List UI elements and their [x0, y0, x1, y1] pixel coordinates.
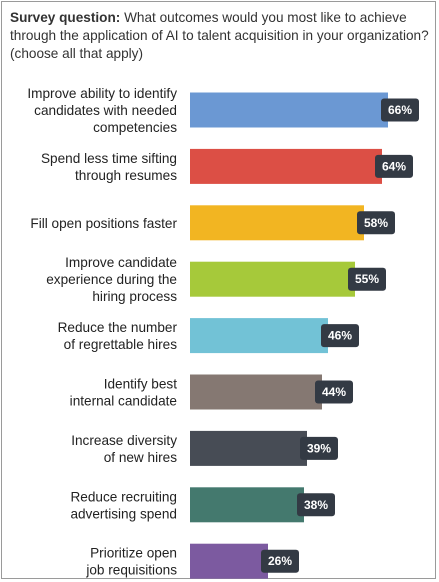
survey-question: Survey question: What outcomes would you… — [10, 9, 434, 63]
survey-question-text: What outcomes would you most like to ach… — [10, 10, 429, 61]
category-label-4: Improve candidate experience during the hi… — [46, 255, 177, 304]
survey-question-lead: Survey question: — [10, 10, 121, 25]
category-label-9: Prioritize open job requisitions — [85, 546, 177, 578]
bar-3 — [190, 205, 364, 241]
bar-9 — [190, 543, 268, 579]
bar-2 — [190, 148, 382, 184]
bar-7 — [190, 430, 307, 466]
category-label-7: Increase diversity of new hires — [71, 433, 177, 465]
value-label-3: 58% — [364, 216, 388, 230]
value-label-1: 66% — [388, 103, 412, 117]
value-label-2: 64% — [382, 159, 406, 173]
bar-5 — [190, 318, 328, 354]
bar-1 — [190, 92, 388, 128]
value-label-4: 55% — [355, 272, 379, 286]
category-label-5: Reduce the number of regrettable hires — [58, 320, 178, 352]
value-badge-9 — [261, 549, 299, 573]
category-label-8: Reduce recruiting advertising spend — [70, 489, 177, 521]
category-label-2: Spend less time sifting through resumes — [41, 151, 177, 183]
value-badge-3 — [357, 211, 395, 235]
category-label-6: Identify best internal candidate — [70, 377, 178, 409]
value-label-9: 26% — [268, 554, 292, 568]
value-label-5: 46% — [328, 329, 352, 343]
bar-4 — [190, 261, 355, 297]
value-badge-6 — [315, 380, 353, 404]
value-badge-5 — [321, 324, 359, 348]
value-badge-2 — [375, 154, 413, 178]
value-badge-4 — [348, 267, 386, 291]
value-badge-1 — [381, 98, 419, 122]
category-label-3: Fill open positions faster — [30, 216, 177, 231]
value-label-8: 38% — [304, 498, 328, 512]
value-label-6: 44% — [322, 385, 346, 399]
bar-6 — [190, 374, 322, 410]
category-label-1: Improve ability to identify candidates wi… — [27, 86, 177, 135]
value-badge-7 — [300, 436, 338, 460]
value-label-7: 39% — [307, 441, 331, 455]
bar-8 — [190, 487, 304, 523]
value-badge-8 — [297, 493, 335, 517]
